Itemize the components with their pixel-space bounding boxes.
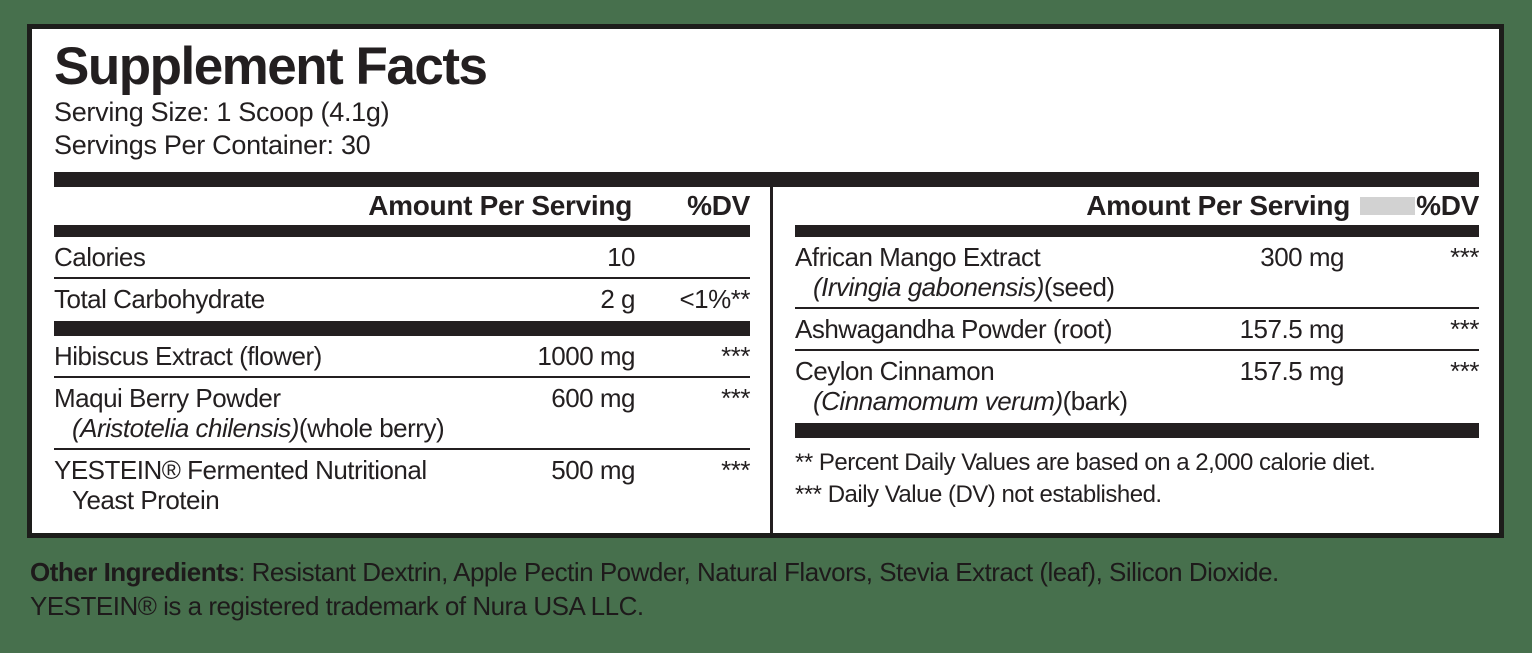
separator-bar-top — [54, 172, 1479, 188]
ingredient-name: Ashwagandha Powder (root) — [795, 314, 1113, 345]
ingredient-name: African Mango Extract — [795, 242, 1041, 273]
amount-value: 157.5 mg — [1239, 355, 1345, 386]
ingredient-name: Maqui Berry Powder — [54, 382, 281, 413]
dv-header-gray-box — [1360, 197, 1415, 216]
footnotes: ** Percent Daily Values are based on a 2… — [795, 438, 1479, 512]
right-column: Amount Per Serving %DV African Mango Ext… — [773, 187, 1480, 533]
separator-bar-mid-right — [795, 422, 1479, 438]
table-row-ashwagandha: Ashwagandha Powder (root) 157.5 mg *** — [795, 307, 1480, 349]
table-row-total-carbohydrate: Total Carbohydrate 2 g <1%** — [54, 277, 751, 319]
ingredient-name: Ceylon Cinnamon — [795, 355, 995, 386]
dv-value: *** — [721, 341, 750, 372]
dv-value: *** — [1450, 314, 1479, 345]
amount-value: 300 mg — [1260, 242, 1344, 273]
table-row-african-mango: African Mango Extract (Irvingia gabonens… — [795, 237, 1480, 307]
separator-bar-mid-left — [54, 321, 750, 337]
supplement-facts-panel: Supplement Facts Serving Size: 1 Scoop (… — [27, 24, 1504, 538]
bottom-notes: Other Ingredients: Resistant Dextrin, Ap… — [30, 556, 1279, 624]
other-ingredients-label: Other Ingredients — [30, 557, 239, 587]
table-row-maqui-berry: Maqui Berry Powder (Aristotelia chilensi… — [54, 375, 751, 448]
vertical-divider — [770, 187, 773, 533]
botanical-name: (Cinnamomum verum) — [813, 385, 1063, 416]
amount-value: 500 mg — [551, 454, 635, 485]
facts-columns: Amount Per Serving %DV Calories 10 Total… — [54, 187, 1480, 533]
botanical-name: (Irvingia gabonensis) — [813, 272, 1044, 303]
amount-per-serving-header: Amount Per Serving — [1086, 190, 1350, 222]
servings-per-container-text: Servings Per Container: 30 — [54, 130, 371, 161]
ingredient-name-line2: Yeast Protein — [72, 484, 220, 515]
ingredient-name: YESTEIN® Fermented Nutritional — [54, 454, 427, 485]
amount-value: 2 g — [600, 284, 635, 315]
dv-header: %DV — [687, 190, 750, 222]
separator-bar-header — [54, 225, 750, 238]
botanical-name: (Aristotelia chilensis) — [72, 412, 299, 443]
dv-header: %DV — [1416, 190, 1479, 222]
amount-value: 600 mg — [551, 382, 635, 413]
amount-per-serving-header: Amount Per Serving — [368, 190, 632, 222]
other-ingredients-line: Other Ingredients: Resistant Dextrin, Ap… — [30, 556, 1279, 590]
amount-value: 10 — [607, 242, 635, 273]
table-row-hibiscus: Hibiscus Extract (flower) 1000 mg *** — [54, 336, 751, 376]
other-ingredients-text: : Resistant Dextrin, Apple Pectin Powder… — [238, 557, 1279, 587]
footnote-daily-values: ** Percent Daily Values are based on a 2… — [795, 448, 1376, 476]
plant-part: (seed) — [1043, 272, 1115, 303]
separator-bar-header — [795, 225, 1479, 238]
ingredient-name: Total Carbohydrate — [54, 284, 265, 315]
dv-value: *** — [721, 454, 750, 485]
dv-value: *** — [721, 382, 750, 413]
trademark-note: YESTEIN® is a registered trademark of Nu… — [30, 590, 644, 621]
left-column-header: Amount Per Serving %DV — [54, 187, 750, 225]
left-column: Amount Per Serving %DV Calories 10 Total… — [54, 187, 770, 533]
plant-part: (bark) — [1062, 385, 1128, 416]
table-row-yestein: YESTEIN® Fermented Nutritional Yeast Pro… — [54, 447, 751, 520]
dv-value: *** — [1450, 355, 1479, 386]
table-row-calories: Calories 10 — [54, 237, 750, 277]
page-title: Supplement Facts — [54, 37, 488, 96]
ingredient-name: Hibiscus Extract (flower) — [54, 341, 322, 372]
table-row-ceylon-cinnamon: Ceylon Cinnamon (Cinnamomum verum)(bark)… — [795, 348, 1480, 421]
plant-part: (whole berry) — [298, 412, 445, 443]
footnote-dv-not-established: *** Daily Value (DV) not established. — [795, 481, 1162, 509]
amount-value: 1000 mg — [537, 341, 635, 372]
amount-value: 157.5 mg — [1239, 314, 1345, 345]
serving-size-text: Serving Size: 1 Scoop (4.1g) — [54, 97, 390, 128]
dv-value: <1%** — [679, 284, 751, 315]
ingredient-name: Calories — [54, 242, 146, 273]
dv-value: *** — [1450, 242, 1479, 273]
right-column-header: Amount Per Serving %DV — [795, 187, 1479, 225]
